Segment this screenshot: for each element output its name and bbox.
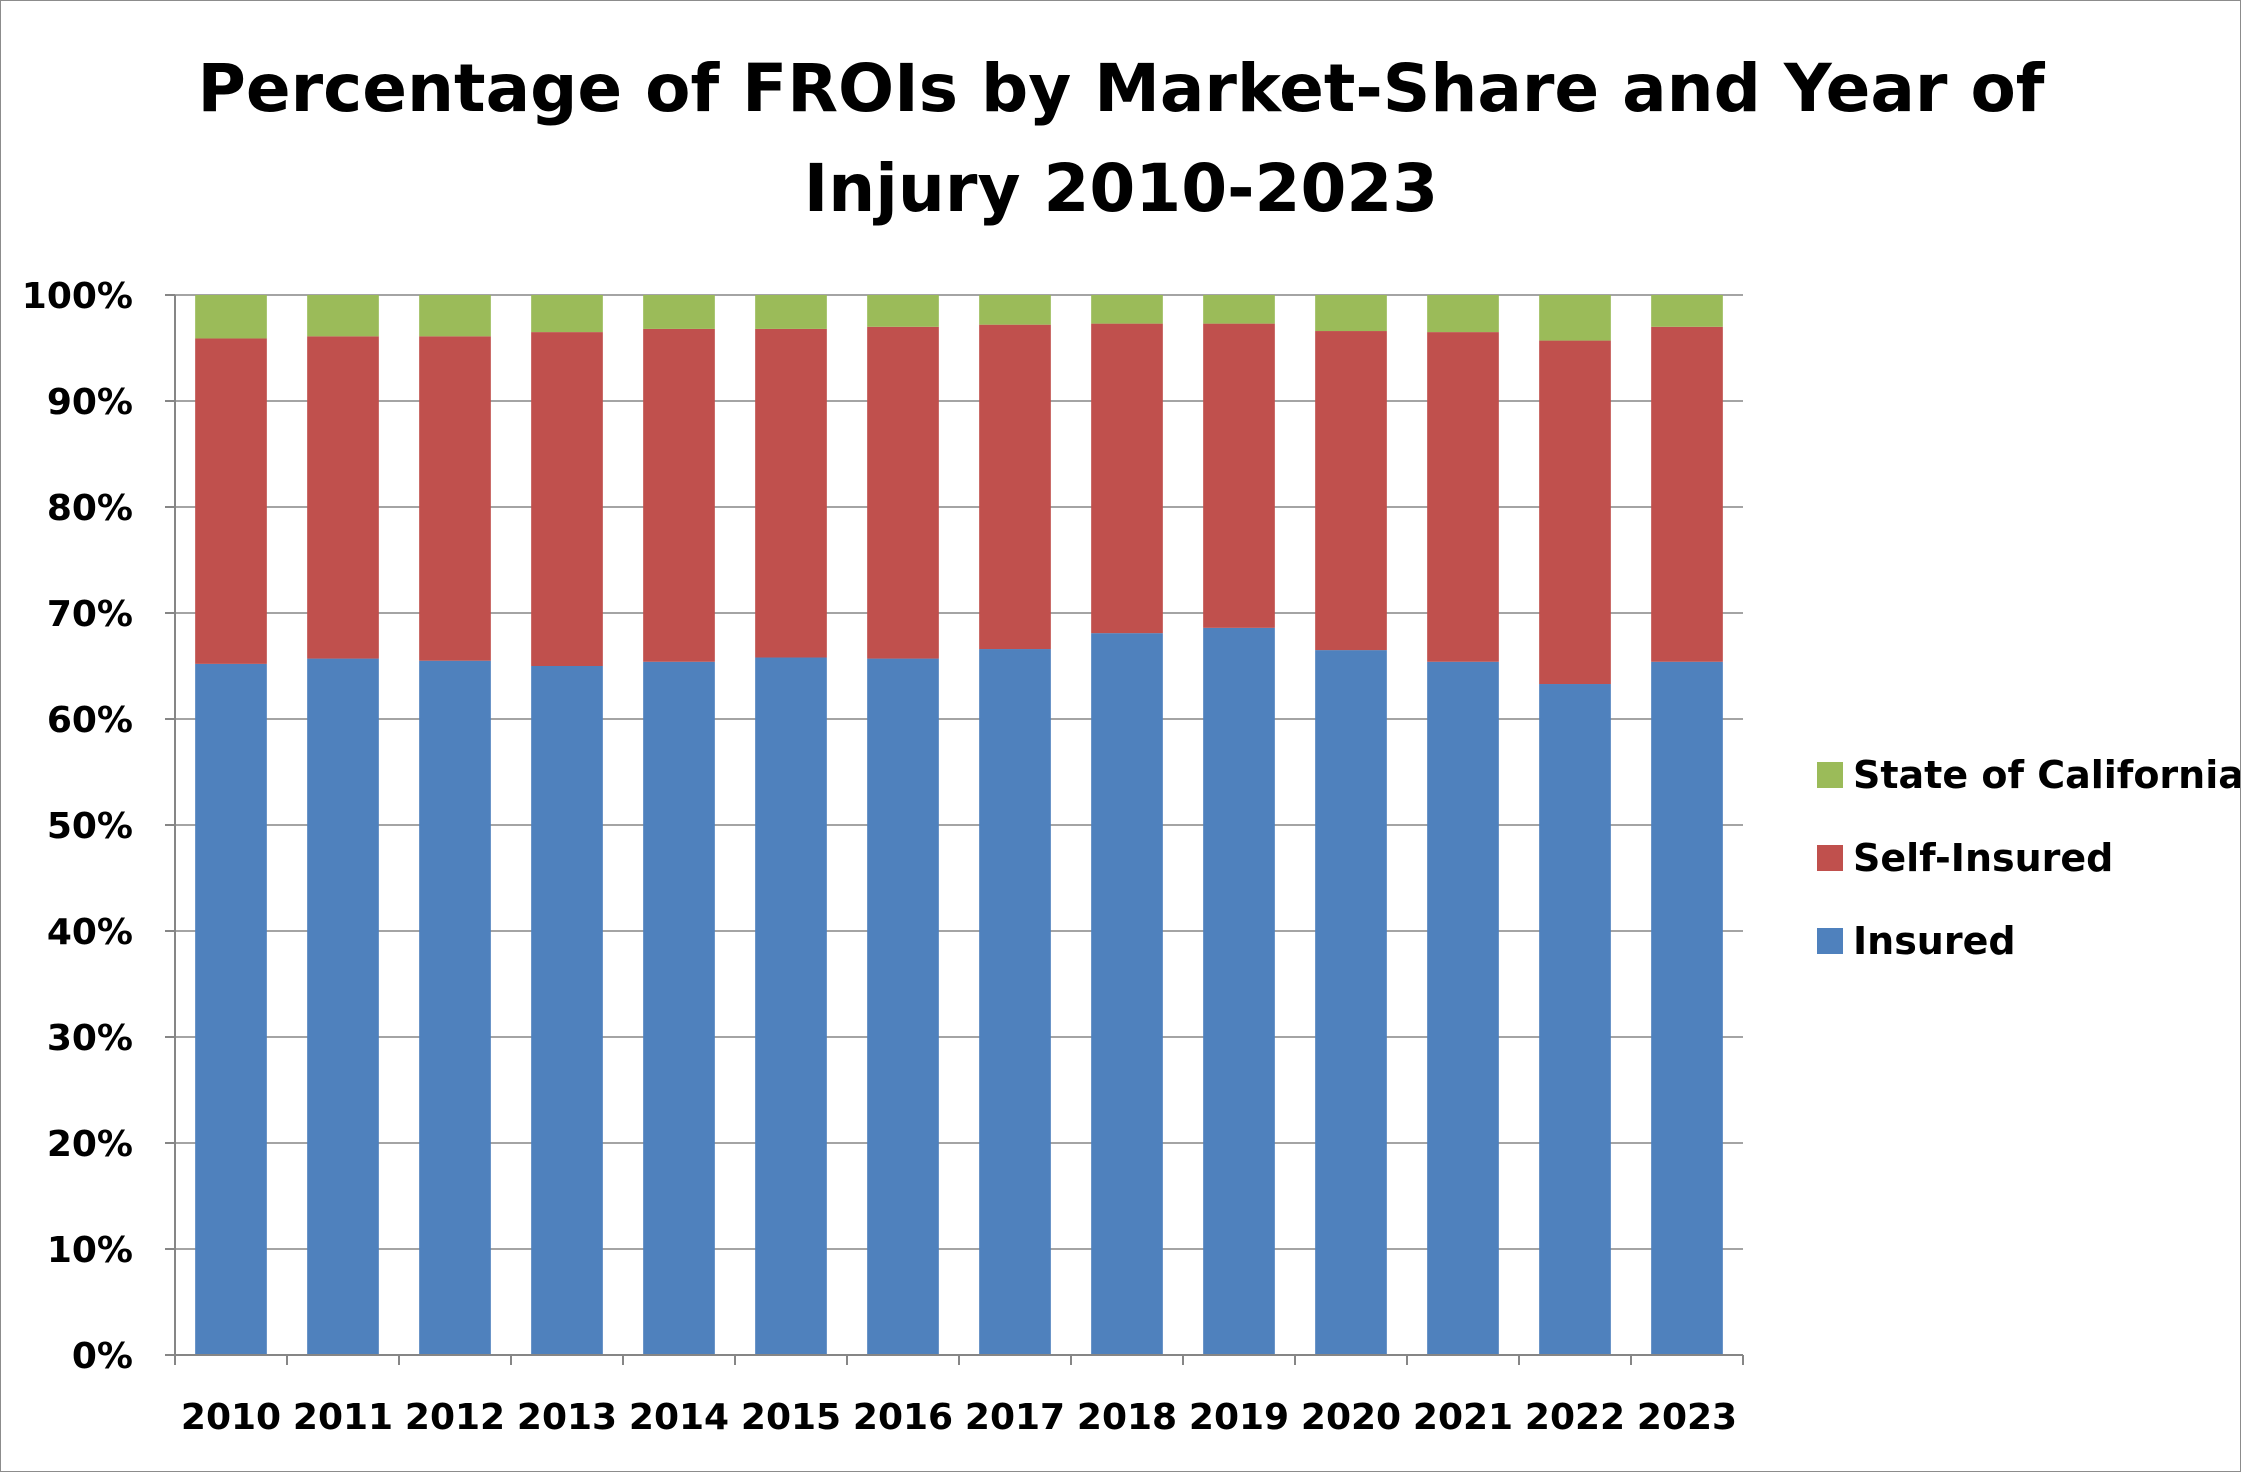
bar-2011-series-0 (307, 658, 379, 1355)
y-axis-tick-labels: 0% 10% 20% 30% 40% 50% 60% 70% 80% 90% 100% (22, 276, 133, 1377)
x-tick-label-2017: 2017 (965, 1397, 1065, 1438)
axes (165, 294, 1744, 1365)
bar-2020-series-2 (1315, 295, 1387, 332)
chart-title: Percentage of FROIs by Market-Share and … (197, 50, 2045, 227)
bar-2020-series-0 (1315, 650, 1387, 1355)
y-tick-label-10: 100% (22, 276, 133, 317)
bar-2020-series-1 (1315, 331, 1387, 651)
y-tick-label-3: 30% (47, 1018, 133, 1059)
bar-2022-series-0 (1539, 684, 1611, 1355)
x-tick-label-2015: 2015 (741, 1397, 841, 1438)
legend-swatch-0 (1817, 928, 1843, 954)
legend: State of California Self-Insured Insured (1817, 753, 2240, 963)
bar-2021-series-2 (1427, 295, 1499, 333)
bar-2017-series-0 (979, 649, 1051, 1355)
x-tick-label-2010: 2010 (181, 1397, 281, 1438)
y-tick-label-2: 20% (47, 1124, 133, 1165)
bar-2013-series-2 (531, 295, 603, 333)
bar-2019-series-1 (1203, 323, 1275, 628)
bar-2018-series-0 (1091, 633, 1163, 1355)
bar-2014-series-0 (643, 661, 715, 1355)
x-tick-label-2018: 2018 (1077, 1397, 1177, 1438)
x-axis-tick-labels: 2010 2011 2012 2013 2014 2015 2016 2017 2018 2019… (181, 1397, 1737, 1438)
bars (195, 295, 1723, 1355)
legend-label-2: State of California (1853, 753, 2240, 797)
bar-2017-series-2 (979, 295, 1051, 325)
bar-2010-series-2 (195, 295, 267, 339)
bar-2016-series-1 (867, 326, 939, 659)
x-tick-label-2019: 2019 (1189, 1397, 1289, 1438)
y-tick-label-8: 80% (47, 488, 133, 529)
y-tick-label-9: 90% (47, 382, 133, 423)
y-tick-label-7: 70% (47, 594, 133, 635)
legend-label-0: Insured (1853, 919, 2016, 963)
bar-2019-series-0 (1203, 627, 1275, 1355)
bar-2023-series-2 (1651, 295, 1723, 327)
bar-2015-series-1 (755, 328, 827, 658)
bar-2016-series-0 (867, 658, 939, 1355)
bar-2016-series-2 (867, 295, 939, 327)
chart-title-line-1: Percentage of FROIs by Market-Share and … (197, 50, 2045, 127)
bar-2011-series-2 (307, 295, 379, 337)
bar-2010-series-0 (195, 663, 267, 1355)
bar-2015-series-0 (755, 657, 827, 1355)
legend-swatch-2 (1817, 762, 1843, 788)
bar-2012-series-0 (419, 660, 491, 1355)
bar-2013-series-0 (531, 666, 603, 1355)
x-tick-label-2011: 2011 (293, 1397, 393, 1438)
bar-2013-series-1 (531, 332, 603, 666)
gridlines (175, 294, 1743, 1356)
bar-2012-series-2 (419, 295, 491, 337)
bar-2017-series-1 (979, 324, 1051, 650)
bar-2011-series-1 (307, 336, 379, 659)
legend-label-1: Self-Insured (1853, 836, 2113, 880)
x-tick-label-2022: 2022 (1525, 1397, 1625, 1438)
y-tick-label-0: 0% (72, 1336, 133, 1377)
bar-2023-series-1 (1651, 326, 1723, 662)
bar-2015-series-2 (755, 295, 827, 329)
bar-2014-series-2 (643, 295, 715, 329)
x-tick-label-2012: 2012 (405, 1397, 505, 1438)
x-tick-label-2020: 2020 (1301, 1397, 1401, 1438)
x-tick-label-2021: 2021 (1413, 1397, 1513, 1438)
bar-2019-series-2 (1203, 295, 1275, 324)
y-tick-label-4: 40% (47, 912, 133, 953)
bar-2018-series-1 (1091, 323, 1163, 634)
bar-2021-series-1 (1427, 332, 1499, 662)
y-tick-label-6: 60% (47, 700, 133, 741)
legend-swatch-1 (1817, 845, 1843, 871)
bar-2021-series-0 (1427, 661, 1499, 1355)
bar-2010-series-1 (195, 338, 267, 664)
x-tick-label-2013: 2013 (517, 1397, 617, 1438)
y-tick-label-1: 10% (47, 1230, 133, 1271)
x-tick-label-2016: 2016 (853, 1397, 953, 1438)
bar-2022-series-1 (1539, 340, 1611, 685)
x-tick-label-2014: 2014 (629, 1397, 729, 1438)
bar-2018-series-2 (1091, 295, 1163, 324)
bar-2022-series-2 (1539, 295, 1611, 341)
bar-2023-series-0 (1651, 661, 1723, 1355)
chart-title-line-2: Injury 2010-2023 (804, 150, 1438, 227)
x-tick-label-2023: 2023 (1637, 1397, 1737, 1438)
bar-2012-series-1 (419, 336, 491, 661)
y-tick-label-5: 50% (47, 806, 133, 847)
bar-2014-series-1 (643, 328, 715, 662)
